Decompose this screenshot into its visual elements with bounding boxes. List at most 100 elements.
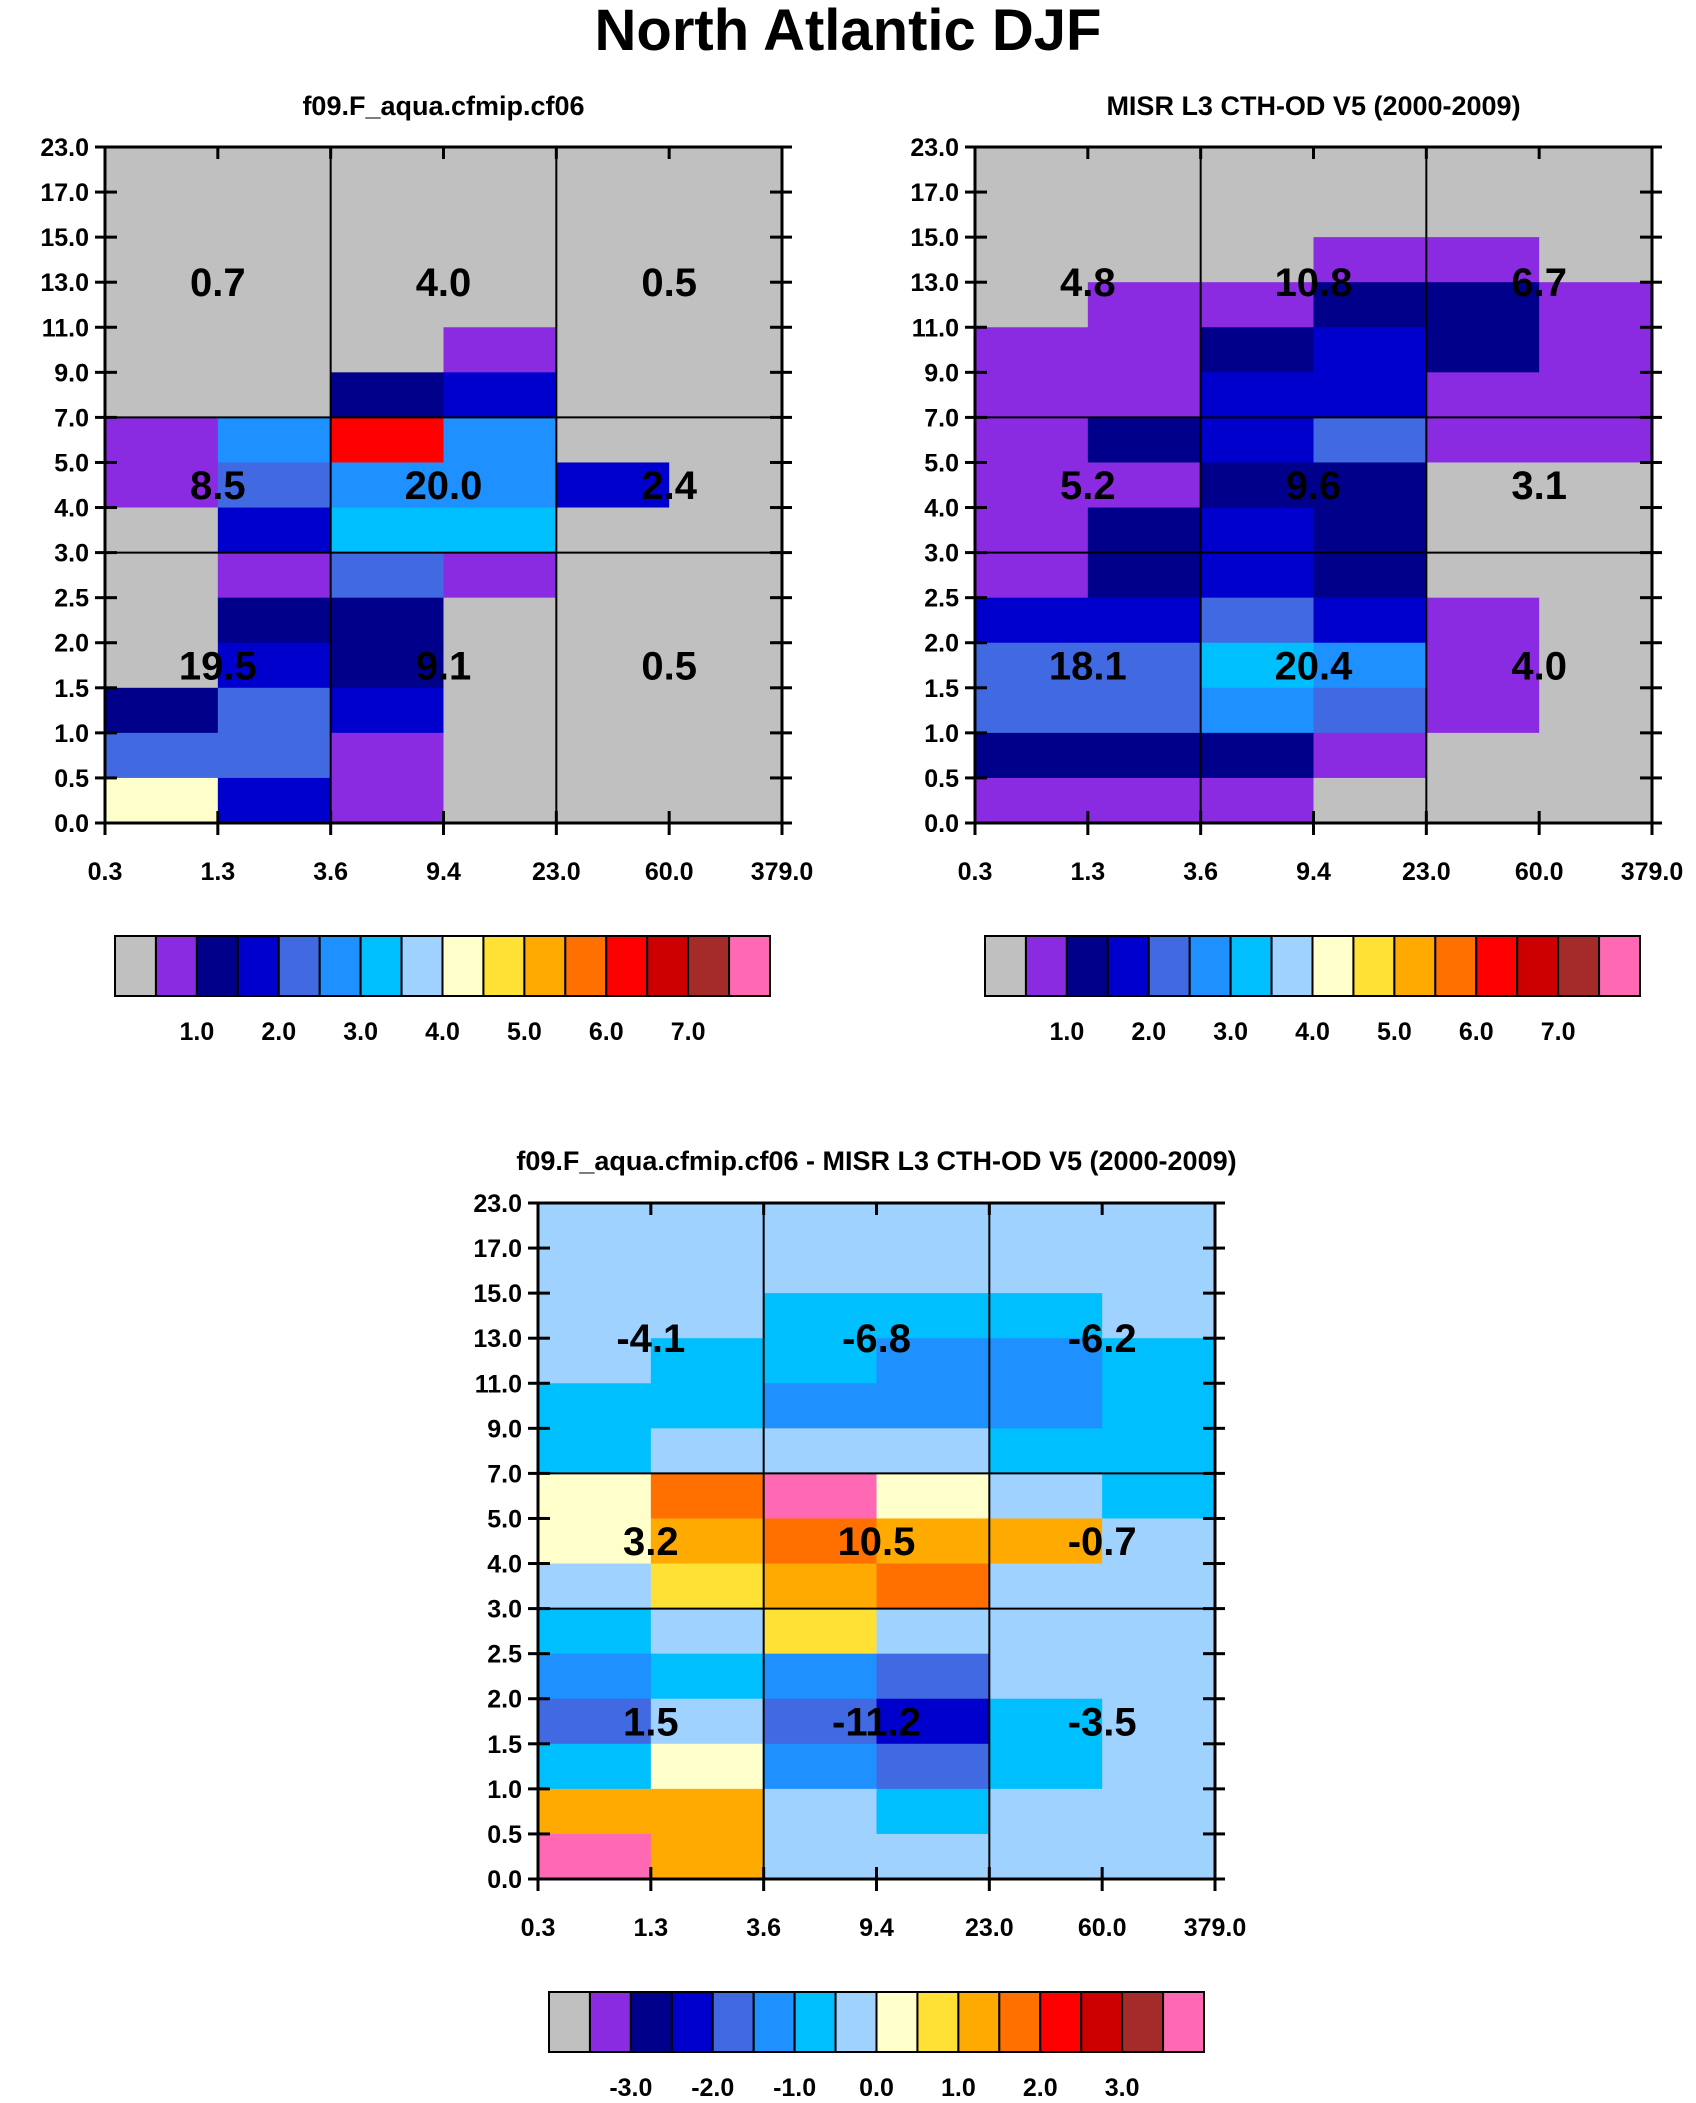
colorbar-label: 2.0 bbox=[1023, 2074, 1058, 2102]
heatmap-cell bbox=[1313, 687, 1427, 734]
box-total-label: -4.1 bbox=[616, 1317, 685, 1361]
heatmap-cell bbox=[105, 462, 219, 509]
heatmap-cell bbox=[650, 1428, 765, 1474]
colorbar-label: -2.0 bbox=[691, 2074, 734, 2102]
y-tick-label: 23.0 bbox=[910, 134, 959, 162]
heatmap-cell bbox=[1539, 237, 1653, 283]
heatmap-cell bbox=[556, 732, 670, 779]
heatmap-cell bbox=[217, 597, 332, 644]
heatmap-cell bbox=[1426, 237, 1540, 283]
heatmap-cell bbox=[669, 237, 783, 283]
y-tick-label: 0.0 bbox=[487, 1866, 522, 1894]
heatmap-cell bbox=[1539, 507, 1653, 554]
colorbar-swatch bbox=[752, 1991, 796, 2053]
heatmap-cell bbox=[538, 1383, 652, 1429]
colorbar-swatch bbox=[482, 935, 526, 997]
y-tick-label: 0.0 bbox=[924, 810, 959, 838]
heatmap-cell bbox=[443, 462, 557, 509]
heatmap-cell bbox=[556, 282, 670, 328]
heatmap-cell bbox=[975, 372, 1089, 418]
heatmap-cell bbox=[1313, 597, 1427, 644]
colorbar-swatch bbox=[1270, 935, 1314, 997]
heatmap-cell bbox=[556, 552, 670, 599]
heatmap-cell bbox=[556, 642, 670, 689]
heatmap-cell bbox=[217, 372, 332, 418]
heatmap-cell bbox=[1200, 282, 1314, 328]
heatmap-cell bbox=[538, 1833, 652, 1880]
box-total-label: 0.5 bbox=[641, 644, 697, 688]
y-tick-label: 2.0 bbox=[54, 630, 89, 658]
heatmap-cell bbox=[876, 1788, 990, 1835]
heatmap-cell bbox=[763, 1428, 877, 1474]
colorbar-swatch bbox=[687, 935, 731, 997]
heatmap-cell bbox=[556, 777, 670, 824]
colorbar-swatch bbox=[588, 1991, 632, 2053]
colorbar-swatch bbox=[1557, 935, 1601, 997]
heatmap-cell bbox=[443, 372, 557, 418]
chart-panel-1: f09.F_aqua.cfmip.cf06 0.0 0.5 1.0 1.5 2.0 2.5 3… bbox=[40, 91, 813, 886]
colorbar-label: 5.0 bbox=[1377, 1018, 1412, 1046]
heatmap-cell bbox=[1200, 732, 1314, 779]
y-tick-label: 4.0 bbox=[487, 1551, 522, 1579]
colorbar-label: 0.0 bbox=[859, 2074, 894, 2102]
heatmap-cell bbox=[763, 1248, 877, 1294]
y-tick-label: 0.5 bbox=[487, 1821, 522, 1849]
x-tick-label: 3.6 bbox=[313, 858, 348, 886]
heatmap-cell bbox=[876, 1743, 990, 1790]
colorbar-swatch bbox=[670, 1991, 714, 2053]
heatmap-cell bbox=[1200, 417, 1314, 463]
box-total-label: -11.2 bbox=[832, 1700, 921, 1744]
heatmap-cell bbox=[443, 237, 557, 283]
heatmap-cell bbox=[650, 1698, 765, 1745]
heatmap-cell bbox=[1102, 1518, 1216, 1565]
colorbar-label: 7.0 bbox=[1541, 1018, 1576, 1046]
colorbar-label: 1.0 bbox=[1049, 1018, 1084, 1046]
heatmap-cell bbox=[1102, 1653, 1216, 1700]
x-tick-label: 1.3 bbox=[1070, 858, 1105, 886]
heatmap-cell bbox=[876, 1248, 990, 1294]
y-tick-label: 1.5 bbox=[924, 675, 959, 703]
heatmap-cell bbox=[217, 507, 332, 554]
heatmap-cell bbox=[989, 1518, 1103, 1565]
heatmap-cell bbox=[1102, 1203, 1216, 1249]
colorbar-label: 3.0 bbox=[1105, 2074, 1140, 2102]
heatmap-cell bbox=[1539, 417, 1653, 463]
colorbar-label: 3.0 bbox=[1213, 1018, 1248, 1046]
heatmap-cell bbox=[975, 777, 1089, 824]
heatmap-cell bbox=[1087, 777, 1202, 824]
x-tick-label: 0.3 bbox=[521, 1914, 556, 1942]
heatmap-cell bbox=[538, 1698, 652, 1745]
heatmap-cell bbox=[763, 1518, 877, 1565]
box-total-label: 20.0 bbox=[405, 464, 483, 508]
heatmap-cell bbox=[556, 147, 670, 238]
y-tick-label: 3.0 bbox=[487, 1596, 522, 1624]
heatmap-cell bbox=[1313, 777, 1427, 824]
heatmap-cell bbox=[1102, 1248, 1216, 1294]
heatmap-cell bbox=[538, 1608, 652, 1655]
heatmap-cell bbox=[1102, 1428, 1216, 1474]
heatmap-cell bbox=[1102, 1293, 1216, 1339]
colorbar-swatch bbox=[1516, 935, 1560, 997]
heatmap-cell bbox=[330, 552, 444, 599]
y-tick-label: 1.0 bbox=[924, 720, 959, 748]
heatmap-cell bbox=[650, 1248, 765, 1294]
x-tick-label: 379.0 bbox=[1621, 858, 1684, 886]
box-total-label: -6.2 bbox=[1068, 1317, 1137, 1361]
box-total-label: 9.1 bbox=[416, 644, 472, 688]
colorbar-label: 3.0 bbox=[343, 1018, 378, 1046]
heatmap-cell bbox=[1426, 417, 1540, 463]
heatmap-cell bbox=[1200, 507, 1314, 554]
heatmap-cell bbox=[989, 1743, 1103, 1790]
colorbar-swatch bbox=[318, 935, 362, 997]
colorbar-swatch bbox=[564, 935, 608, 997]
heatmap-cell bbox=[1087, 507, 1202, 554]
heatmap-cell bbox=[538, 1248, 652, 1294]
heatmap-cell bbox=[989, 1428, 1103, 1474]
heatmap-cell bbox=[443, 282, 557, 328]
heatmap-cell bbox=[538, 1473, 652, 1519]
heatmap-cell bbox=[1087, 687, 1202, 734]
box-total-label: 18.1 bbox=[1049, 644, 1127, 688]
heatmap-cell bbox=[650, 1743, 765, 1790]
heatmap-cell bbox=[763, 1293, 877, 1339]
heatmap-cell bbox=[217, 327, 332, 373]
